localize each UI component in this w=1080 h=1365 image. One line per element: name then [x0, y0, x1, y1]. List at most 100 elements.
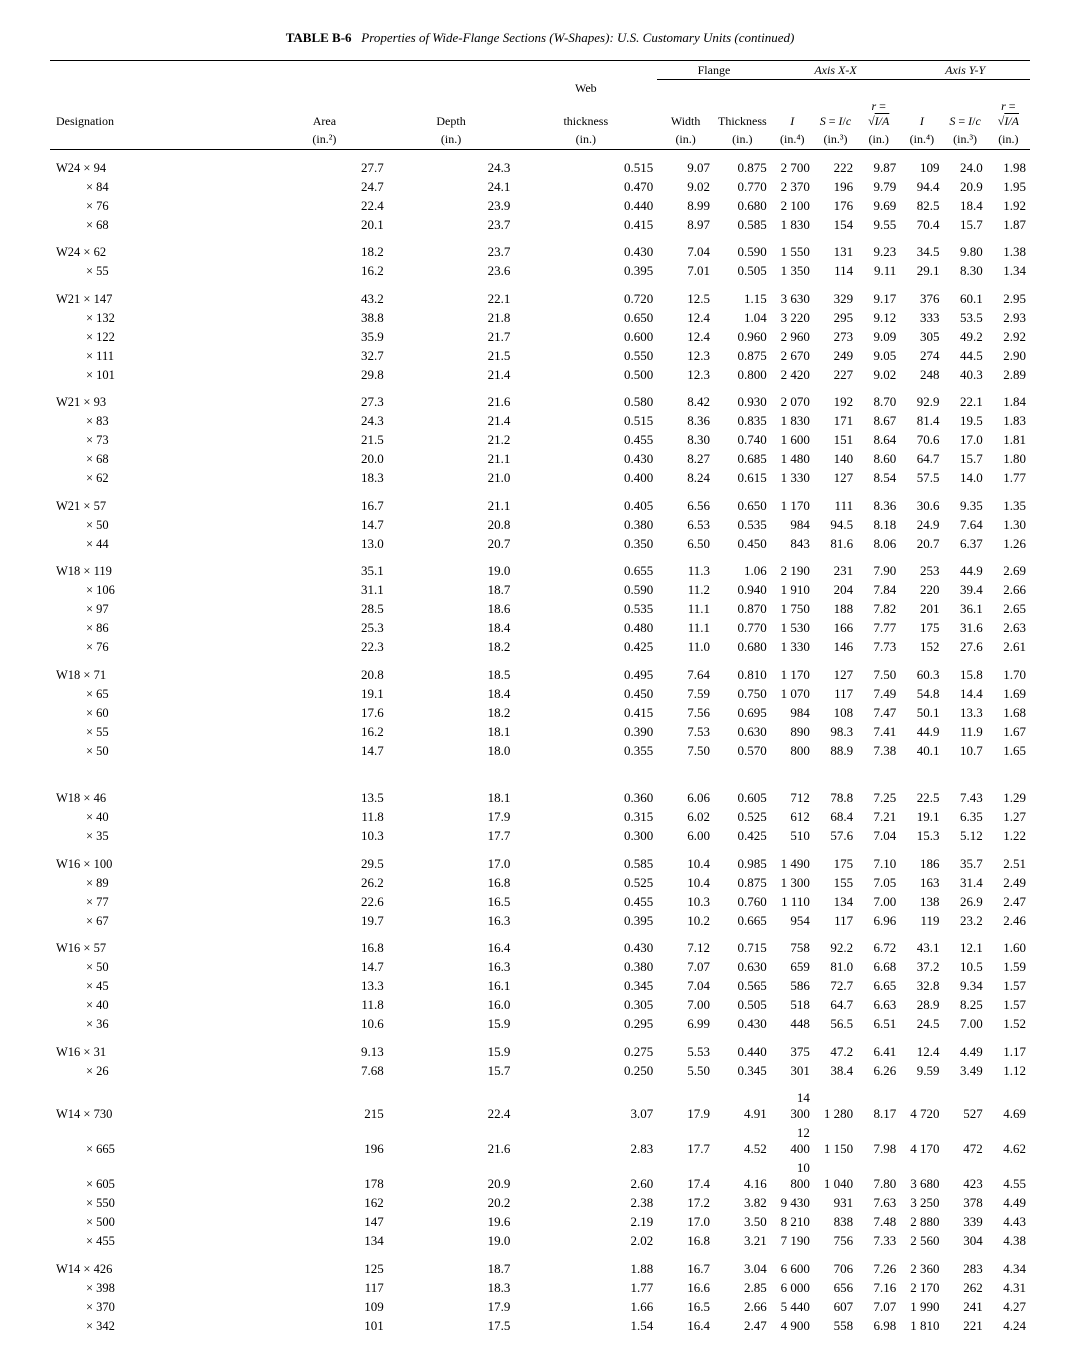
- table-cell: 7.50: [857, 657, 900, 685]
- table-cell: 23.7: [388, 234, 515, 262]
- table-cell: 0.450: [714, 534, 771, 553]
- table-cell: 1.29: [987, 760, 1030, 808]
- table-cell: 10.5: [944, 958, 987, 977]
- table-cell: 0.415: [514, 703, 657, 722]
- table-cell: 4.27: [987, 1297, 1030, 1316]
- table-cell: 34.5: [900, 234, 943, 262]
- table-cell: 2.90: [987, 346, 1030, 365]
- table-cell: 17.9: [388, 1297, 515, 1316]
- table-cell: 7.64: [657, 657, 714, 685]
- col-depth: Depth: [388, 98, 515, 131]
- table-cell: 29.8: [261, 365, 388, 384]
- table-cell: 9.59: [900, 1061, 943, 1080]
- table-row: W18 × 7120.818.50.4957.640.8101 1701277.…: [50, 657, 1030, 685]
- table-cell: 192: [814, 384, 857, 412]
- table-cell: 14 300: [771, 1080, 814, 1124]
- col-web: thickness: [514, 98, 657, 131]
- table-cell: W16 × 31: [50, 1034, 261, 1062]
- table-cell: 1.57: [987, 996, 1030, 1015]
- table-cell: W16 × 57: [50, 930, 261, 958]
- unit-depth: (in.): [388, 131, 515, 150]
- table-cell: W14 × 426: [50, 1251, 261, 1279]
- table-cell: 8.60: [857, 450, 900, 469]
- table-cell: 40.3: [944, 365, 987, 384]
- table-cell: 8.30: [657, 431, 714, 450]
- table-cell: 16.7: [657, 1251, 714, 1279]
- table-cell: 19.1: [261, 684, 388, 703]
- table-cell: 0.800: [714, 365, 771, 384]
- table-cell: 12.1: [944, 930, 987, 958]
- table-cell: 38.4: [814, 1061, 857, 1080]
- table-cell: 0.500: [514, 365, 657, 384]
- unit-area: (in.²): [261, 131, 388, 150]
- table-cell: 1.26: [987, 534, 1030, 553]
- table-cell: 0.565: [714, 977, 771, 996]
- table-cell: 44.5: [944, 346, 987, 365]
- table-cell: 4.24: [987, 1316, 1030, 1335]
- table-cell: 4.52: [714, 1124, 771, 1159]
- table-cell: 2.93: [987, 308, 1030, 327]
- table-cell: 1.15: [714, 281, 771, 309]
- table-row: × 8625.318.40.48011.10.7701 5301667.7717…: [50, 619, 1030, 638]
- table-cell: 9.34: [944, 977, 987, 996]
- table-cell: 0.275: [514, 1034, 657, 1062]
- unit-rx: (in.): [857, 131, 900, 150]
- table-cell: × 50: [50, 741, 261, 760]
- table-row: W21 × 5716.721.10.4056.560.6501 1701118.…: [50, 488, 1030, 516]
- table-cell: × 455: [50, 1232, 261, 1251]
- table-cell: 24.9: [900, 515, 943, 534]
- table-cell: 0.360: [514, 760, 657, 808]
- table-cell: 0.740: [714, 431, 771, 450]
- table-cell: 2 170: [900, 1278, 943, 1297]
- table-row: × 5516.218.10.3907.530.63089098.37.4144.…: [50, 722, 1030, 741]
- table-cell: 3 680: [900, 1159, 943, 1194]
- table-cell: 12 400: [771, 1124, 814, 1159]
- table-cell: 1.30: [987, 515, 1030, 534]
- table-cell: 423: [944, 1159, 987, 1194]
- table-cell: 7.25: [857, 760, 900, 808]
- table-cell: 6.56: [657, 488, 714, 516]
- table-cell: 11.1: [657, 600, 714, 619]
- table-cell: × 73: [50, 431, 261, 450]
- table-cell: 7.01: [657, 262, 714, 281]
- col-sy: S = I/c: [944, 98, 987, 131]
- table-cell: 4 720: [900, 1080, 943, 1124]
- table-cell: 10.7: [944, 741, 987, 760]
- table-cell: 0.515: [514, 149, 657, 177]
- table-cell: 13.3: [261, 977, 388, 996]
- table-cell: 0.440: [514, 196, 657, 215]
- table-cell: 24.3: [388, 149, 515, 177]
- table-cell: 7.04: [657, 977, 714, 996]
- table-cell: 0.355: [514, 741, 657, 760]
- table-cell: 6.41: [857, 1034, 900, 1062]
- table-cell: 9.02: [657, 177, 714, 196]
- table-cell: 2.66: [714, 1297, 771, 1316]
- table-cell: 227: [814, 365, 857, 384]
- table-cell: × 76: [50, 196, 261, 215]
- table-cell: W24 × 62: [50, 234, 261, 262]
- table-cell: 2.92: [987, 327, 1030, 346]
- table-cell: 12.5: [657, 281, 714, 309]
- table-cell: 9.12: [857, 308, 900, 327]
- table-cell: 1 280: [814, 1080, 857, 1124]
- table-cell: 15.7: [944, 215, 987, 234]
- table-cell: 2.83: [514, 1124, 657, 1159]
- table-cell: 17.7: [657, 1124, 714, 1159]
- table-row: × 11132.721.50.55012.30.8752 6702499.052…: [50, 346, 1030, 365]
- table-cell: 23.7: [388, 215, 515, 234]
- table-cell: 231: [814, 553, 857, 581]
- table-cell: 273: [814, 327, 857, 346]
- table-cell: 16.3: [388, 958, 515, 977]
- axis-yy-group: Axis Y-Y: [900, 61, 1030, 80]
- table-cell: 176: [814, 196, 857, 215]
- table-cell: 3.04: [714, 1251, 771, 1279]
- table-cell: 7.90: [857, 553, 900, 581]
- table-cell: 175: [900, 619, 943, 638]
- table-cell: 0.380: [514, 958, 657, 977]
- table-row: × 5014.716.30.3807.070.63065981.06.6837.…: [50, 958, 1030, 977]
- table-cell: 18.3: [261, 469, 388, 488]
- table-cell: 0.495: [514, 657, 657, 685]
- table-cell: 2.60: [514, 1159, 657, 1194]
- table-cell: 0.615: [714, 469, 771, 488]
- table-cell: 0.455: [514, 431, 657, 450]
